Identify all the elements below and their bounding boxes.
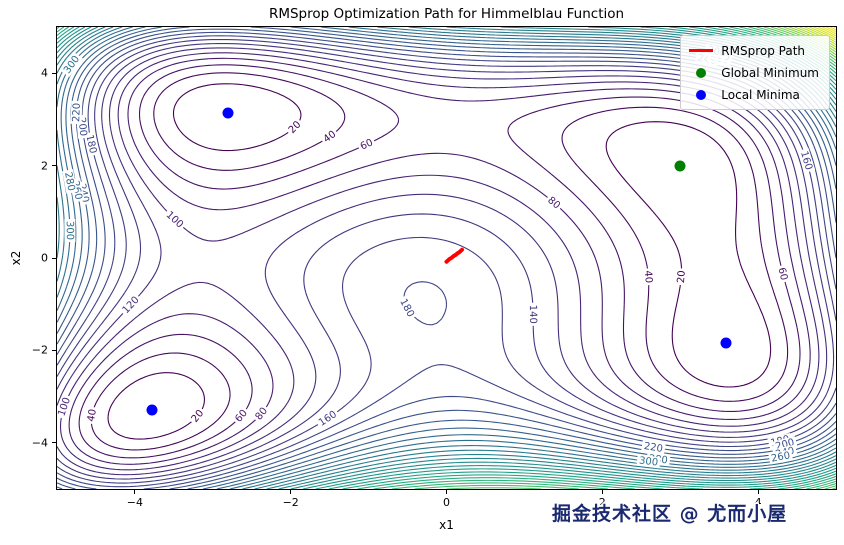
local-minimum-marker <box>222 107 234 119</box>
x-axis-label: x1 <box>439 518 454 532</box>
axes-frame: RMSprop Path Global Minimum Local Minima <box>56 26 837 490</box>
global-minimum-marker <box>674 160 686 172</box>
legend-item-rmsprop-path: RMSprop Path <box>689 42 819 59</box>
x-tick-label: 0 <box>443 496 450 509</box>
y-tick-mark <box>52 257 56 259</box>
x-tick-label: 4 <box>754 496 762 509</box>
y-tick-mark <box>52 349 56 351</box>
markers-layer <box>57 27 836 489</box>
x-tick-label: −2 <box>282 496 299 509</box>
y-tick-label: 2 <box>41 159 48 173</box>
local-minimum-marker <box>146 404 158 416</box>
local-minimum-marker <box>720 337 732 349</box>
x-tick-label: −4 <box>126 496 143 509</box>
y-axis-label: x2 <box>9 250 23 266</box>
legend-item-local-minima: Local Minima <box>689 86 819 103</box>
x-tick-mark <box>601 490 603 494</box>
y-tick-label: 0 <box>41 251 48 265</box>
legend-line-swatch <box>689 49 714 52</box>
x-tick-mark <box>134 490 136 494</box>
y-tick-label: 4 <box>41 66 48 80</box>
legend-item-label: RMSprop Path <box>721 43 806 58</box>
y-tick-mark <box>52 165 56 167</box>
y-tick-label: −2 <box>31 343 48 357</box>
legend-item-global-minimum: Global Minimum <box>689 64 819 81</box>
legend-item-label: Global Minimum <box>721 65 819 80</box>
legend: RMSprop Path Global Minimum Local Minima <box>680 35 830 110</box>
x-tick-mark <box>757 490 759 494</box>
y-tick-mark <box>52 72 56 74</box>
y-tick-label: −4 <box>31 436 48 450</box>
y-tick-mark <box>52 442 56 444</box>
x-tick-label: 2 <box>598 496 606 509</box>
legend-item-label: Local Minima <box>721 87 800 102</box>
legend-circle-swatch <box>696 67 707 78</box>
legend-circle-swatch <box>696 89 707 100</box>
x-tick-mark <box>290 490 292 494</box>
x-tick-mark <box>446 490 447 494</box>
watermark-text: 掘金技术社区 @ 尤而小屋 <box>552 503 788 525</box>
chart-title: RMSprop Optimization Path for Himmelblau… <box>268 6 625 22</box>
